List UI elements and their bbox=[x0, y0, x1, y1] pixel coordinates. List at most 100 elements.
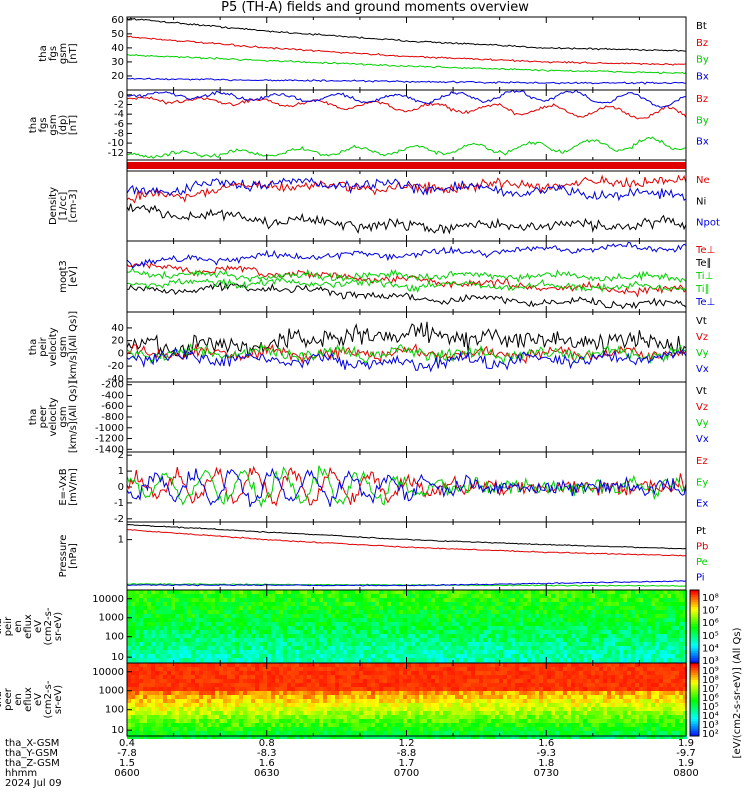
spectrogram-cell bbox=[327, 695, 331, 699]
spectrogram-cell bbox=[243, 703, 247, 707]
spectrogram-cell bbox=[131, 594, 135, 598]
spectrogram-cell bbox=[303, 663, 307, 667]
spectrogram-cell bbox=[155, 638, 159, 642]
spectrogram-cell bbox=[367, 598, 371, 602]
spectrogram-cell bbox=[547, 642, 551, 646]
spectrogram-cell bbox=[251, 711, 255, 715]
spectrogram-cell bbox=[391, 614, 395, 618]
spectrogram-cell bbox=[239, 711, 243, 715]
spectrogram-cell bbox=[359, 602, 363, 606]
spectrogram-cell bbox=[427, 654, 431, 658]
spectrogram-cell bbox=[683, 614, 687, 618]
spectrogram-cell bbox=[535, 711, 539, 715]
spectrogram-cell bbox=[359, 590, 363, 594]
spectrogram-cell bbox=[227, 658, 231, 662]
spectrogram-cell bbox=[223, 658, 227, 662]
spectrogram-cell bbox=[355, 622, 359, 626]
spectrogram-cell bbox=[287, 679, 291, 683]
spectrogram-cell bbox=[523, 703, 527, 707]
spectrogram-cell bbox=[475, 671, 479, 675]
spectrogram-cell bbox=[439, 626, 443, 630]
spectrogram-cell bbox=[435, 658, 439, 662]
spectrogram-cell bbox=[415, 590, 419, 594]
spectrogram-cell bbox=[291, 691, 295, 695]
spectrogram-cell bbox=[599, 658, 603, 662]
spectrogram-cell bbox=[535, 663, 539, 667]
spectrogram-cell bbox=[183, 634, 187, 638]
spectrogram-cell bbox=[379, 671, 383, 675]
spectrogram-cell bbox=[607, 658, 611, 662]
spectrogram-cell bbox=[423, 695, 427, 699]
spectrogram-cell bbox=[631, 642, 635, 646]
spectrogram-cell bbox=[363, 622, 367, 626]
spectrogram-cell bbox=[483, 590, 487, 594]
spectrogram-cell bbox=[459, 654, 463, 658]
spectrogram-cell bbox=[223, 646, 227, 650]
spectrogram-cell bbox=[595, 646, 599, 650]
spectrogram-cell bbox=[259, 654, 263, 658]
spectrogram-cell bbox=[139, 679, 143, 683]
spectrogram-cell bbox=[583, 646, 587, 650]
spectrogram-cell bbox=[191, 614, 195, 618]
spectrogram-cell bbox=[479, 614, 483, 618]
spectrogram-cell bbox=[323, 707, 327, 711]
y-label-line: gsm bbox=[58, 336, 69, 357]
spectrogram-cell bbox=[267, 658, 271, 662]
spectrogram-cell bbox=[375, 618, 379, 622]
spectrogram-cell bbox=[183, 667, 187, 671]
spectrogram-cell bbox=[331, 642, 335, 646]
spectrogram-cell bbox=[583, 658, 587, 662]
spectrogram-cell bbox=[519, 699, 523, 703]
spectrogram-cell bbox=[431, 638, 435, 642]
spectrogram-cell bbox=[315, 691, 319, 695]
spectrogram-cell bbox=[163, 618, 167, 622]
spectrogram-cell bbox=[455, 707, 459, 711]
spectrogram-cell bbox=[407, 679, 411, 683]
spectrogram-cell bbox=[171, 711, 175, 715]
spectrogram-cell bbox=[399, 646, 403, 650]
spectrogram-cell bbox=[255, 699, 259, 703]
spectrogram-cell bbox=[151, 699, 155, 703]
spectrogram-cell bbox=[231, 630, 235, 634]
spectrogram-cell bbox=[263, 687, 267, 691]
spectrogram-cell bbox=[363, 618, 367, 622]
spectrogram-cell bbox=[187, 663, 191, 667]
spectrogram-cell bbox=[627, 650, 631, 654]
spectrogram-cell bbox=[323, 646, 327, 650]
spectrogram-cell bbox=[131, 626, 135, 630]
spectrogram-cell bbox=[587, 642, 591, 646]
spectrogram-cell bbox=[427, 634, 431, 638]
spectrogram-cell bbox=[139, 638, 143, 642]
spectrogram-cell bbox=[179, 598, 183, 602]
spectrogram-cell bbox=[159, 630, 163, 634]
spectrogram-cell bbox=[431, 634, 435, 638]
spectrogram-cell bbox=[295, 663, 299, 667]
spectrogram-cell bbox=[275, 683, 279, 687]
spectrogram-cell bbox=[347, 667, 351, 671]
spectrogram-cell bbox=[643, 675, 647, 679]
spectrogram-cell bbox=[127, 707, 131, 711]
spectrogram-cell bbox=[651, 606, 655, 610]
spectrogram-cell bbox=[543, 622, 547, 626]
spectrogram-cell bbox=[527, 634, 531, 638]
spectrogram-cell bbox=[299, 634, 303, 638]
spectrogram-cell bbox=[483, 711, 487, 715]
spectrogram-cell bbox=[271, 695, 275, 699]
spectrogram-cell bbox=[179, 667, 183, 671]
spectrogram-cell bbox=[343, 679, 347, 683]
colorbar-segment bbox=[690, 592, 699, 596]
spectrogram-cell bbox=[463, 711, 467, 715]
spectrogram-cell bbox=[623, 691, 627, 695]
spectrogram-cell bbox=[131, 691, 135, 695]
spectrogram-cell bbox=[575, 711, 579, 715]
spectrogram-cell bbox=[195, 602, 199, 606]
spectrogram-cell bbox=[359, 646, 363, 650]
spectrogram-cell bbox=[419, 634, 423, 638]
spectrogram-cell bbox=[343, 606, 347, 610]
spectrogram-cell bbox=[239, 658, 243, 662]
spectrogram-cell bbox=[443, 679, 447, 683]
y-axis-label-7: Pressure [nPa] bbox=[58, 535, 79, 578]
spectrogram-cell bbox=[663, 594, 667, 598]
spectrogram-cell bbox=[579, 610, 583, 614]
spectrogram-cell bbox=[339, 590, 343, 594]
